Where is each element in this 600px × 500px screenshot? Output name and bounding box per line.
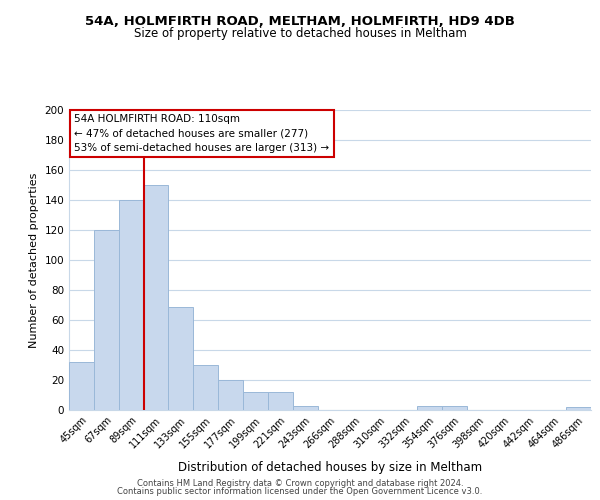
- Y-axis label: Number of detached properties: Number of detached properties: [29, 172, 39, 348]
- Bar: [69, 362, 94, 410]
- Bar: [119, 200, 143, 410]
- Text: Size of property relative to detached houses in Meltham: Size of property relative to detached ho…: [134, 28, 466, 40]
- Bar: [243, 392, 268, 410]
- Bar: [268, 392, 293, 410]
- Bar: [218, 380, 243, 410]
- Text: Contains HM Land Registry data © Crown copyright and database right 2024.: Contains HM Land Registry data © Crown c…: [137, 478, 463, 488]
- Text: Contains public sector information licensed under the Open Government Licence v3: Contains public sector information licen…: [118, 487, 482, 496]
- Bar: [566, 407, 591, 410]
- Bar: [417, 406, 442, 410]
- Text: 54A, HOLMFIRTH ROAD, MELTHAM, HOLMFIRTH, HD9 4DB: 54A, HOLMFIRTH ROAD, MELTHAM, HOLMFIRTH,…: [85, 15, 515, 28]
- Bar: [193, 365, 218, 410]
- Bar: [169, 306, 193, 410]
- Text: 54A HOLMFIRTH ROAD: 110sqm
← 47% of detached houses are smaller (277)
53% of sem: 54A HOLMFIRTH ROAD: 110sqm ← 47% of deta…: [74, 114, 329, 154]
- Bar: [442, 406, 467, 410]
- X-axis label: Distribution of detached houses by size in Meltham: Distribution of detached houses by size …: [178, 461, 482, 474]
- Bar: [94, 230, 119, 410]
- Bar: [293, 406, 317, 410]
- Bar: [143, 185, 169, 410]
